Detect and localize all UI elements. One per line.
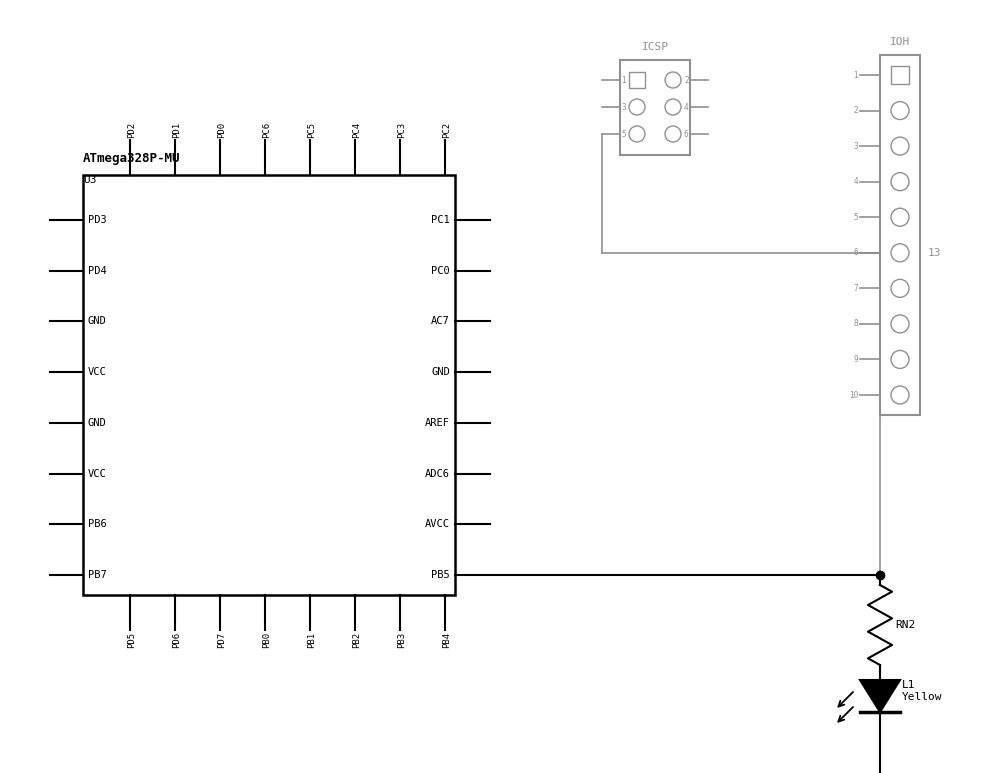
Text: AVCC: AVCC [425, 519, 450, 530]
Text: PD2: PD2 [127, 122, 136, 138]
Text: AREF: AREF [425, 418, 450, 428]
Text: GND: GND [431, 367, 450, 377]
Text: PC1: PC1 [431, 215, 450, 225]
Text: 10: 10 [849, 390, 858, 400]
Circle shape [665, 126, 681, 142]
Text: PC2: PC2 [443, 122, 452, 138]
Text: PD3: PD3 [88, 215, 107, 225]
Circle shape [891, 350, 909, 369]
Circle shape [891, 208, 909, 226]
Text: 9: 9 [854, 355, 858, 364]
Text: PD6: PD6 [172, 632, 181, 648]
Text: PB4: PB4 [443, 632, 452, 648]
Text: VCC: VCC [88, 468, 107, 478]
Text: 1: 1 [621, 76, 626, 84]
Text: 6: 6 [854, 248, 858, 257]
Text: PB6: PB6 [88, 519, 107, 530]
Text: PD0: PD0 [217, 122, 226, 138]
Text: PD1: PD1 [172, 122, 181, 138]
Text: PD4: PD4 [88, 266, 107, 276]
Circle shape [629, 99, 645, 115]
Text: PB3: PB3 [398, 632, 407, 648]
Text: PC0: PC0 [431, 266, 450, 276]
Text: ADC6: ADC6 [425, 468, 450, 478]
Text: 13: 13 [928, 248, 942, 257]
Bar [629, 72, 645, 88]
Text: VCC: VCC [88, 367, 107, 377]
Text: 8: 8 [854, 319, 858, 329]
Text: 2: 2 [684, 76, 688, 84]
Bar [620, 60, 690, 155]
Text: 5: 5 [621, 130, 626, 138]
Text: PB0: PB0 [263, 632, 272, 648]
Circle shape [891, 101, 909, 120]
Text: PB1: PB1 [308, 632, 317, 648]
Text: L1
Yellow: L1 Yellow [902, 680, 943, 702]
Text: 2: 2 [854, 106, 858, 115]
Circle shape [891, 172, 909, 191]
Text: PB7: PB7 [88, 570, 107, 580]
Text: PB2: PB2 [353, 632, 362, 648]
Text: 7: 7 [854, 284, 858, 293]
Text: PD7: PD7 [217, 632, 226, 648]
Text: 3: 3 [621, 103, 626, 111]
Text: PC5: PC5 [308, 122, 317, 138]
Circle shape [891, 243, 909, 262]
Text: ATmega328P-MU: ATmega328P-MU [83, 152, 180, 165]
Text: 1: 1 [854, 70, 858, 80]
Bar [891, 66, 909, 84]
Text: PC4: PC4 [353, 122, 362, 138]
Circle shape [891, 137, 909, 155]
Circle shape [891, 386, 909, 404]
Text: RN2: RN2 [895, 620, 915, 630]
Text: PC3: PC3 [398, 122, 407, 138]
Text: GND: GND [88, 316, 107, 326]
Circle shape [891, 315, 909, 333]
Polygon shape [860, 680, 900, 712]
Text: 4: 4 [684, 103, 688, 111]
Text: 4: 4 [854, 177, 858, 186]
Circle shape [665, 72, 681, 88]
Text: 5: 5 [854, 213, 858, 222]
Text: PD5: PD5 [127, 632, 136, 648]
Text: IOH: IOH [890, 37, 910, 47]
Text: U3: U3 [83, 175, 96, 185]
Circle shape [665, 99, 681, 115]
Circle shape [891, 279, 909, 298]
Text: 6: 6 [684, 130, 688, 138]
Bar [83, 175, 455, 595]
Text: AC7: AC7 [431, 316, 450, 326]
Text: GND: GND [88, 418, 107, 428]
Bar [880, 55, 920, 415]
Text: PC6: PC6 [263, 122, 272, 138]
Text: 3: 3 [854, 141, 858, 151]
Text: ICSP: ICSP [641, 42, 668, 52]
Text: PB5: PB5 [431, 570, 450, 580]
Circle shape [629, 126, 645, 142]
